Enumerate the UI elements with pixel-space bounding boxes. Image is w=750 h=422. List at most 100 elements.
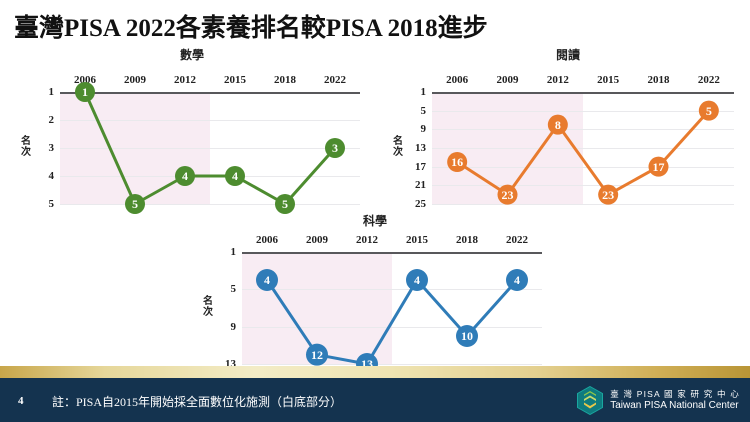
y-tick-reading: 21 xyxy=(415,179,426,192)
y-tick-reading: 17 xyxy=(415,160,426,173)
footer-note: 註：PISA自2015年開始採全面數位化施測（白底部分） xyxy=(52,395,343,409)
x-tick-science: 2012 xyxy=(356,234,378,246)
x-tick-science: 2018 xyxy=(456,234,478,246)
y-tick-science: 1 xyxy=(230,246,237,258)
page-title: 臺灣PISA 2022各素養排名較PISA 2018進步 xyxy=(14,15,488,42)
data-point-marker xyxy=(447,152,468,172)
chart-reading: 閱讀名次 1 5 9 13 17 21 25 2006 2009 2012 2015 2018 2022 1… xyxy=(392,46,744,212)
y-tick-science: 5 xyxy=(230,283,237,296)
data-point-marker xyxy=(256,269,278,291)
gridline-science xyxy=(242,364,542,365)
y-tick-math: 2 xyxy=(48,114,55,126)
series-line-reading xyxy=(455,109,711,197)
data-point-marker xyxy=(497,184,518,205)
page-number: 4 xyxy=(18,395,24,407)
data-point-label: 4 xyxy=(232,169,238,183)
x-tick-math: 2022 xyxy=(324,74,346,86)
gridline-reading xyxy=(432,185,734,187)
gridline-reading xyxy=(432,166,734,168)
y-axis-label-science: 名次 xyxy=(203,296,213,318)
chart-science: 科學名次 1 5 9 13 2006 2009 2012 2015 2018 2022 4 12 13 4 1… xyxy=(196,212,554,375)
chart-title-reading: 閱讀 xyxy=(555,48,580,62)
x-tick-reading: 2015 xyxy=(597,74,620,86)
y-tick-math: 3 xyxy=(48,142,55,154)
data-point-label: 5 xyxy=(706,104,712,118)
x-tick-math: 2009 xyxy=(124,74,146,86)
data-point-label: 17 xyxy=(653,160,665,174)
series-math: 1 5 4 4 5 3 xyxy=(75,82,345,214)
chart-title-science: 科學 xyxy=(362,214,387,228)
data-point-label: 4 xyxy=(514,273,520,287)
data-point-label: 4 xyxy=(414,273,420,287)
gridline-reading xyxy=(432,204,734,205)
gridline-math xyxy=(60,204,360,205)
data-point-label: 4 xyxy=(264,273,270,287)
series-line-science xyxy=(265,278,519,366)
data-point-marker xyxy=(325,138,345,158)
x-tick-math: 2015 xyxy=(224,74,246,86)
y-tick-math: 4 xyxy=(48,170,55,182)
data-point-marker xyxy=(456,325,478,347)
x-tick-math: 2018 xyxy=(274,74,296,86)
x-tick-science: 2009 xyxy=(306,234,328,246)
data-point-label: 1 xyxy=(82,85,88,99)
data-point-label: 12 xyxy=(311,348,323,362)
y-tick-reading: 9 xyxy=(420,123,427,136)
data-point-marker xyxy=(306,343,328,366)
x-tick-reading: 2018 xyxy=(647,74,670,86)
gridline-reading xyxy=(432,129,734,131)
y-tick-reading: 13 xyxy=(415,142,426,154)
data-point-marker xyxy=(225,166,245,186)
logo-text-chinese: 臺 灣 PISA 國 家 研 究 中 心 xyxy=(610,388,740,399)
series-line-math xyxy=(83,90,337,206)
x-tick-reading: 2006 xyxy=(446,74,469,86)
chart-math: 數學名次 1 2 3 4 5 2006 2009 2012 2015 2018 2022 1 5 4 4 5 3 xyxy=(14,46,370,214)
y-tick-reading: 25 xyxy=(415,198,426,210)
x-tick-math: 2006 xyxy=(74,74,96,86)
plot-area-math xyxy=(60,92,360,205)
data-point-marker xyxy=(506,269,528,291)
y-tick-science: 13 xyxy=(225,358,236,370)
x-tick-reading: 2012 xyxy=(546,74,569,86)
data-point-marker xyxy=(406,269,428,291)
chart-title-math: 數學 xyxy=(179,48,204,62)
x-tick-science: 2006 xyxy=(256,234,278,246)
axis-top-line-science xyxy=(242,252,542,254)
data-point-marker xyxy=(648,156,669,177)
data-point-label: 23 xyxy=(602,188,614,202)
y-axis-label-math: 名次 xyxy=(21,136,31,158)
gridline-science xyxy=(242,289,542,291)
data-point-marker xyxy=(598,184,619,205)
gridline-reading xyxy=(432,148,734,149)
data-point-marker xyxy=(175,166,195,186)
footer-bar xyxy=(0,378,750,422)
axis-top-line-reading xyxy=(432,92,734,94)
y-tick-math: 1 xyxy=(48,86,55,98)
series-reading: 16 23 8 23 17 5 xyxy=(447,100,719,205)
data-point-label: 10 xyxy=(461,329,473,343)
y-tick-reading: 5 xyxy=(420,104,427,117)
x-tick-science: 2015 xyxy=(406,234,428,246)
data-point-label: 3 xyxy=(332,141,338,155)
data-point-marker xyxy=(75,82,95,102)
y-tick-math: 5 xyxy=(48,198,55,210)
data-point-label: 8 xyxy=(555,118,561,132)
footer-logo: 臺 灣 PISA 國 家 研 究 中 心 Taiwan PISA Nationa… xyxy=(577,385,740,416)
logo-text-english: Taiwan PISA National Center xyxy=(610,399,739,411)
data-point-label: 4 xyxy=(182,169,188,183)
data-point-marker xyxy=(698,100,719,121)
data-point-marker xyxy=(275,194,295,214)
data-point-marker xyxy=(125,194,145,214)
y-tick-science: 9 xyxy=(230,320,237,333)
gridline-science xyxy=(242,326,542,328)
x-tick-reading: 2009 xyxy=(496,74,519,86)
gridline-math xyxy=(60,120,360,121)
x-tick-math: 2012 xyxy=(174,74,196,86)
gridline-reading xyxy=(432,110,734,112)
y-axis-label-reading: 名次 xyxy=(393,136,403,158)
y-tick-reading: 1 xyxy=(420,86,427,98)
data-point-label: 5 xyxy=(132,197,138,211)
data-point-label: 23 xyxy=(502,188,514,202)
x-tick-reading: 2022 xyxy=(697,74,720,86)
